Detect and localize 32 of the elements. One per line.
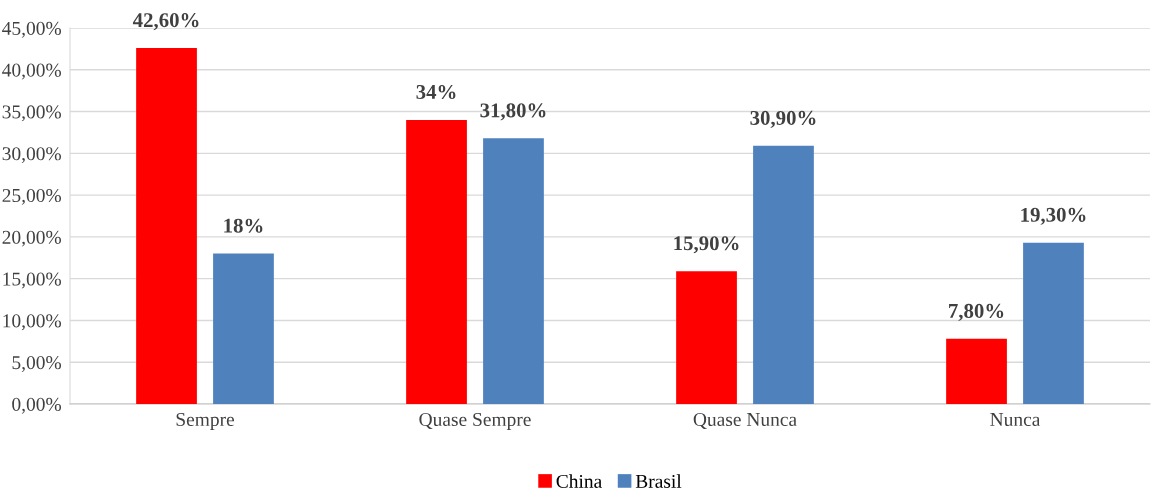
bar — [676, 271, 737, 404]
bar — [406, 119, 467, 404]
legend-label: Brasil — [635, 474, 682, 488]
data-label: 42,60% — [132, 13, 199, 31]
x-tick-label: Nunca — [990, 413, 1041, 427]
y-tick-label: 15,00% — [3, 272, 61, 289]
y-tick-label: 30,00% — [2, 147, 61, 164]
bar — [136, 48, 197, 404]
y-tick-label: 25,00% — [2, 188, 61, 205]
x-tick-label: Quase Sempre — [419, 412, 531, 430]
data-label: 31,80% — [480, 103, 546, 121]
y-tick-label: 20,00% — [2, 230, 61, 247]
y-tick-label: 0,00% — [12, 397, 61, 414]
y-tick-label: 5,00% — [12, 356, 61, 372]
data-label: 34% — [416, 84, 456, 100]
bar — [483, 138, 544, 404]
data-label: 30,90% — [750, 110, 816, 128]
y-tick-label: 10,00% — [3, 314, 61, 331]
data-label: 18% — [224, 218, 263, 233]
bar — [213, 253, 274, 404]
data-label: 7,80% — [949, 303, 1004, 321]
data-label: 19,30% — [1021, 207, 1086, 225]
bar — [946, 338, 1007, 404]
data-label: 15,90% — [674, 236, 739, 254]
y-tick-label: 40,00% — [2, 63, 61, 80]
x-tick-label: Sempre — [176, 412, 235, 430]
bar — [1023, 242, 1084, 404]
bar — [753, 145, 814, 404]
x-tick-label: Quase Nunca — [693, 412, 797, 429]
y-tick-label: 35,00% — [2, 105, 61, 122]
legend-label: China — [556, 474, 602, 488]
y-tick-label: 45,00% — [2, 21, 61, 38]
